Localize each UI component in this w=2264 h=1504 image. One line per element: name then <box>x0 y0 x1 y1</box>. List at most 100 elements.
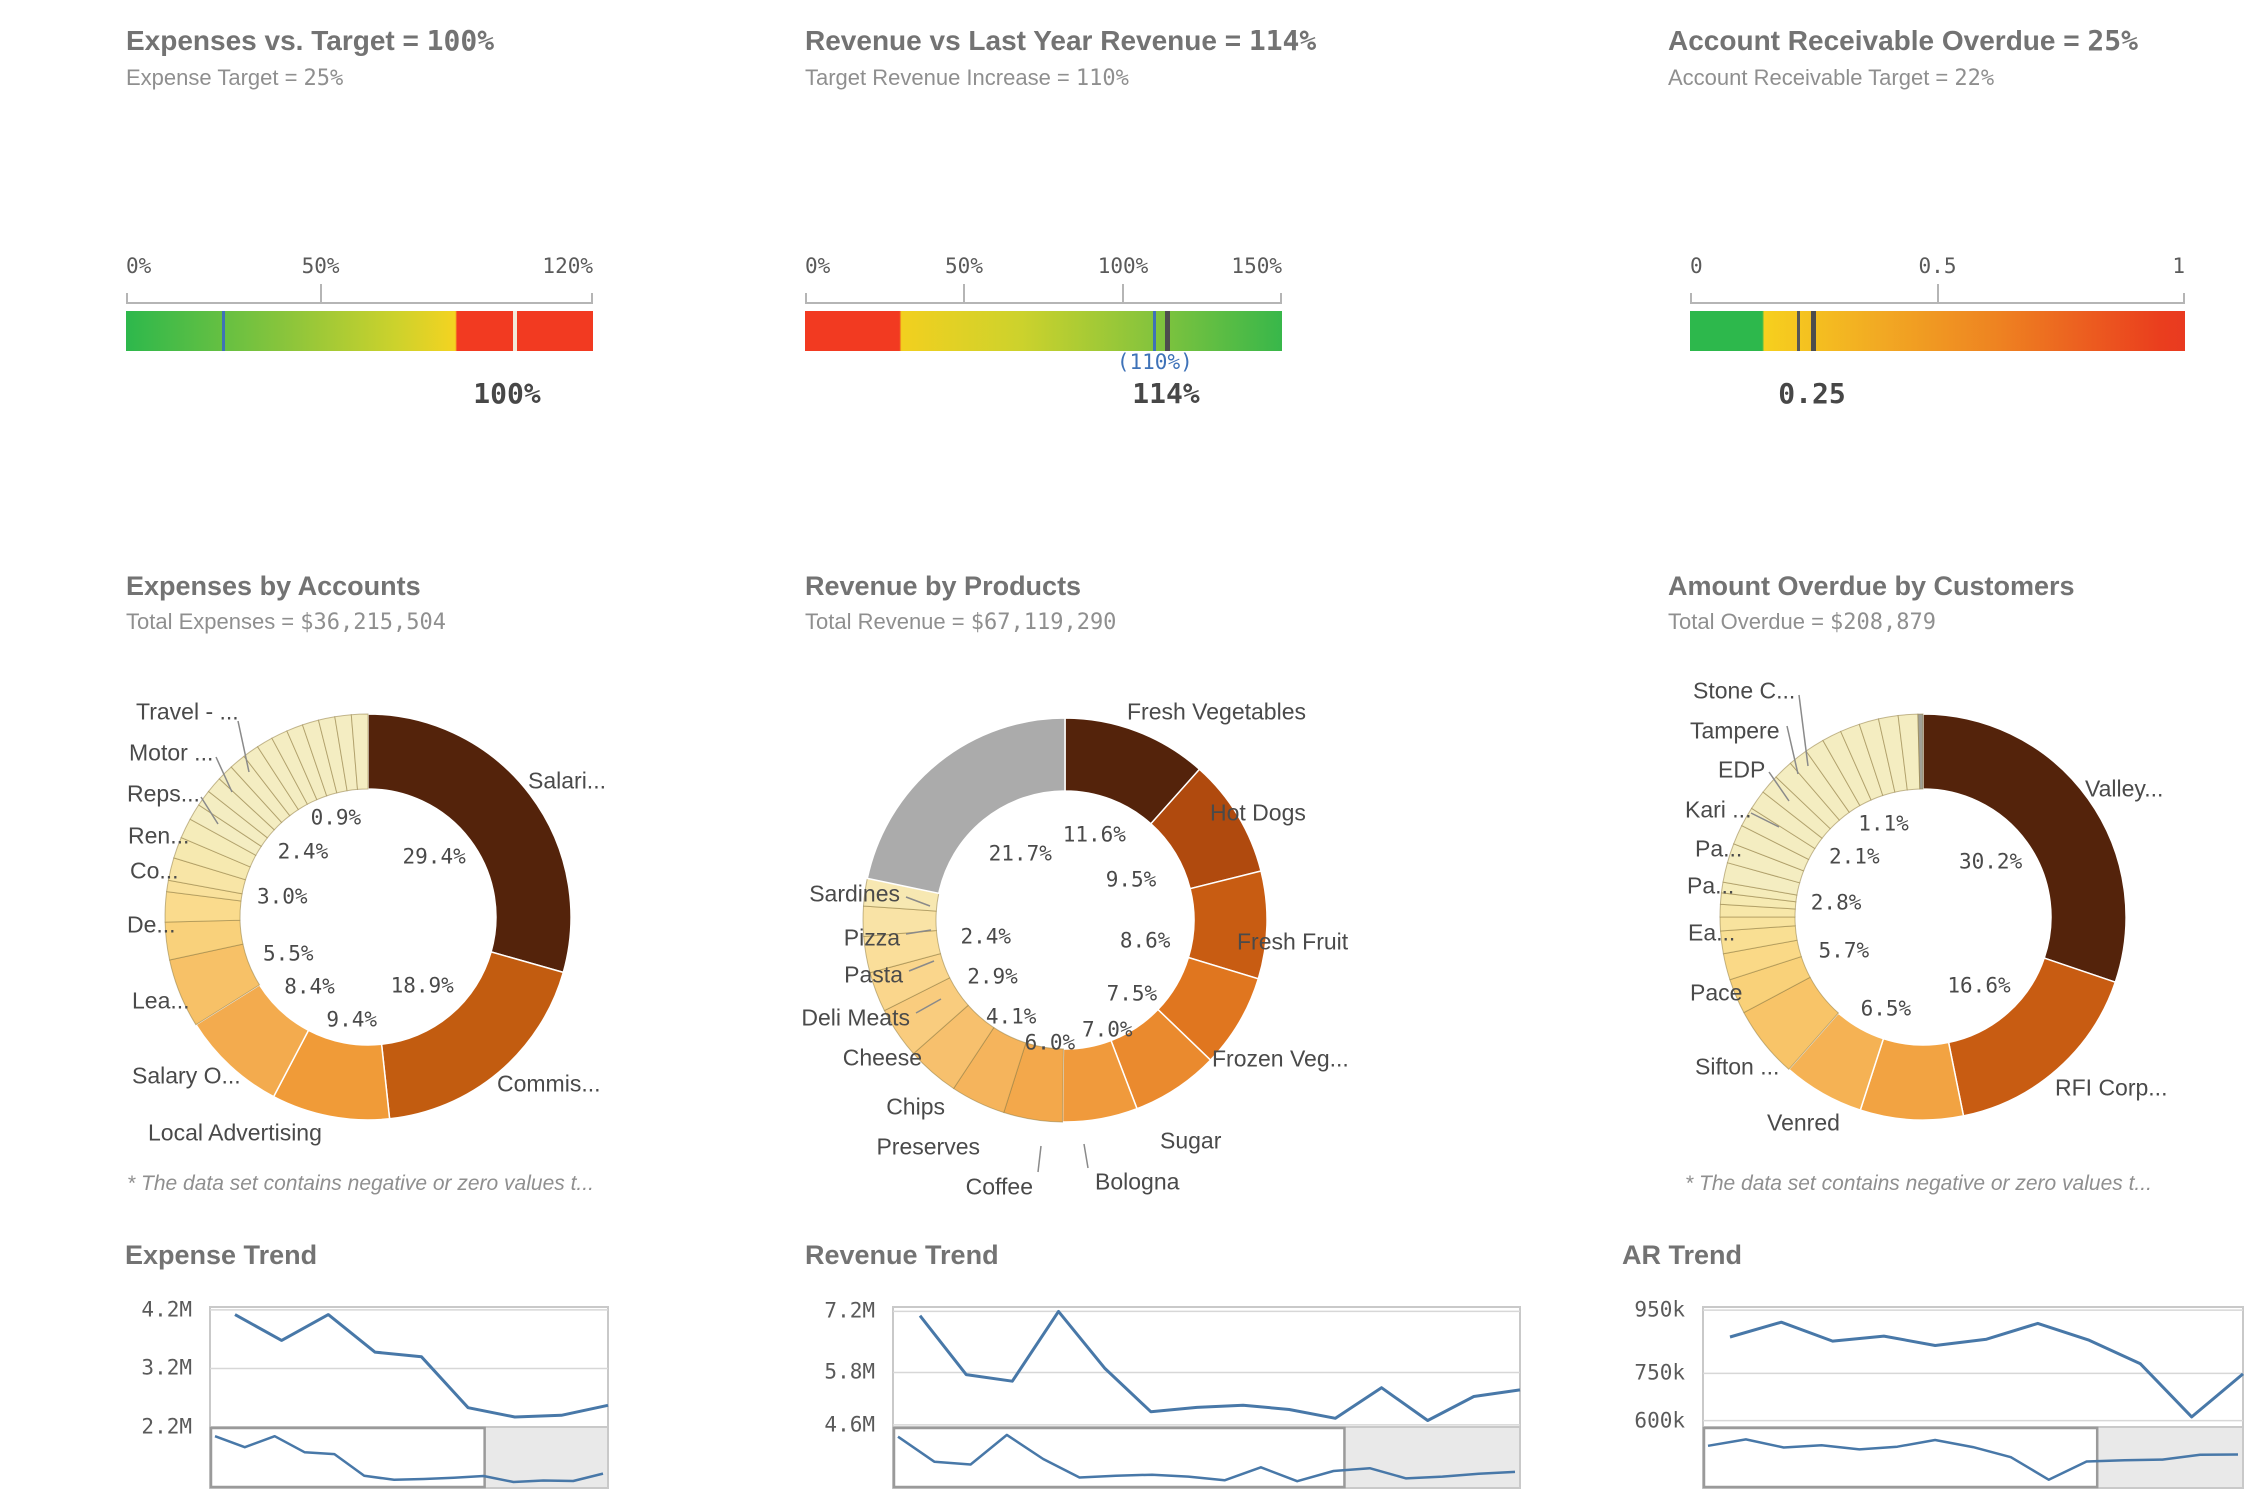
donut-percent-label: 3.0% <box>256 884 308 909</box>
donut-percent-label: 30.2% <box>1959 849 2023 874</box>
donut-segment-label: Valley... <box>2085 775 2164 802</box>
trend-ytick-label: 3.2M <box>141 1355 192 1380</box>
donut-segment-label: Pace <box>1690 979 1743 1006</box>
gauge-axis-tick <box>963 284 965 302</box>
donut-segment-label: Pa... <box>1695 835 1743 862</box>
donut-percent-label: 5.7% <box>1818 938 1870 963</box>
donut-percent-label: 7.5% <box>1106 981 1158 1006</box>
gauge-axis-label: 50% <box>945 254 983 278</box>
kpi-expenses-title: Expenses vs. Target = 100% <box>126 24 495 57</box>
gauge-value-marker <box>1811 311 1817 351</box>
gauge-axis-endcap <box>1280 293 1282 302</box>
donut-percent-label: 0.9% <box>310 805 362 830</box>
donut-segment[interactable] <box>866 717 1066 895</box>
donut-segment-label: Chips <box>886 1093 945 1120</box>
trend-navigator-selection[interactable] <box>892 1426 1346 1489</box>
donut-segment-label: RFI Corp... <box>2055 1074 2168 1101</box>
expenses-donut-title: Expenses by Accounts <box>126 571 421 601</box>
donut-label-leader <box>908 960 935 972</box>
donut-segment-label: Sifton ... <box>1695 1053 1780 1080</box>
gauge-axis-tick <box>319 284 322 302</box>
donut-percent-label: 8.6% <box>1119 928 1171 953</box>
gauge-bar[interactable] <box>1690 311 2185 351</box>
donut-percent-label: 6.5% <box>1860 996 1912 1021</box>
donut-segment[interactable] <box>350 713 369 790</box>
donut-label-leader <box>915 998 942 1014</box>
donut-percent-label: 1.1% <box>1858 811 1909 836</box>
donut-segment-label: Travel - ... <box>136 698 239 725</box>
donut-segment[interactable] <box>1922 713 2127 984</box>
donut-segment-label: Motor ... <box>129 739 214 766</box>
donut-percent-label: 4.1% <box>985 1004 1037 1029</box>
revenue-donut-title: Revenue by Products <box>805 571 1082 601</box>
donut-segment-label: Venred <box>1767 1109 1840 1136</box>
trend-ytick-label: 5.8M <box>824 1359 875 1384</box>
donut-label-leader <box>1750 812 1780 828</box>
trend-line <box>918 1309 1521 1422</box>
donut-segment-label: Pasta <box>844 961 903 988</box>
donut-percent-label: 9.5% <box>1105 867 1157 892</box>
donut-segment-label: Fresh Vegetables <box>1127 698 1307 725</box>
donut-label-leader <box>215 756 233 793</box>
trend-plot-border <box>1702 1306 2244 1428</box>
donut-percent-label: 18.9% <box>390 973 454 998</box>
donut-segment-label: Lea... <box>132 987 190 1014</box>
donut-label-leader <box>1786 725 1799 775</box>
trend-navigator-selection[interactable] <box>1702 1426 2099 1489</box>
donut-percent-label: 16.6% <box>1947 973 2011 998</box>
gauge-bar[interactable] <box>126 311 593 351</box>
ar-donut-title: Amount Overdue by Customers <box>1668 571 2075 601</box>
gauge-axis-label: 50% <box>301 254 340 278</box>
donut-label-leader <box>200 796 219 825</box>
donut-segment-label: EDP <box>1718 756 1766 783</box>
ar-trend-title: AR Trend <box>1622 1240 1743 1270</box>
donut-segment-label: Pizza <box>843 924 900 951</box>
donut-segment-label: Fresh Fruit <box>1237 928 1349 955</box>
donut-segment[interactable] <box>367 713 572 974</box>
trend-ytick-label: 600k <box>1634 1408 1685 1433</box>
donut-percent-label: 5.5% <box>262 941 314 966</box>
donut-segment-label: Stone C... <box>1693 677 1796 704</box>
gauge-target-marker <box>1153 311 1157 351</box>
trend-ytick-label: 4.2M <box>141 1297 192 1322</box>
kpi-revenue-header: Revenue vs Last Year Revenue = 114% Targ… <box>805 24 1316 93</box>
trend-navigator-line <box>214 1434 604 1484</box>
expenses-donut-header: Expenses by Accounts Total Expenses = $3… <box>126 570 446 637</box>
donut-segment-label: Sardines <box>809 880 900 907</box>
trend-line <box>1729 1320 2244 1419</box>
ar-donut-subtitle: Total Overdue = $208,879 <box>1668 609 1937 635</box>
donut-label-leader <box>1037 1145 1042 1173</box>
donut-segment-label: Tampere <box>1690 717 1780 744</box>
revenue-trend-title: Revenue Trend <box>805 1240 999 1270</box>
trend-ytick-label: 4.6M <box>824 1412 875 1437</box>
donut-segment-label: Salary O... <box>132 1062 241 1089</box>
donut-segment-label: Ea... <box>1688 919 1736 946</box>
gauge-axis-label: 150% <box>1231 254 1282 278</box>
gauge-value-label: 0.25 <box>1778 377 1846 410</box>
ar-donut-footnote: * The data set contains negative or zero… <box>1685 1172 2152 1195</box>
gauge-axis-endcap <box>2183 293 2185 302</box>
trend-plot-border <box>892 1306 1521 1428</box>
revenue-donut-subtitle: Total Revenue = $67,119,290 <box>805 609 1117 635</box>
donut-segment[interactable] <box>1917 713 1924 790</box>
gauge-axis-label: 0% <box>126 254 152 278</box>
gauge-axis-line <box>805 302 1282 304</box>
trend-navigator-selection[interactable] <box>209 1426 486 1489</box>
gauge-axis-tick <box>1936 284 1939 302</box>
trend-plot-border <box>209 1306 609 1428</box>
gauge-axis-label: 0.5 <box>1918 254 1957 278</box>
donut-label-leader <box>1798 694 1809 767</box>
gauge-axis-line <box>126 302 593 304</box>
gauge-axis-label: 1 <box>2172 254 2185 278</box>
donut-percent-label: 29.4% <box>402 844 466 869</box>
gauge-target-annotation: (110%) <box>1116 350 1193 374</box>
donut-percent-label: 2.8% <box>1810 890 1862 915</box>
donut-segment-label: Reps... <box>127 780 200 807</box>
donut-segment-label: Cheese <box>842 1044 922 1071</box>
gauge-target-marker <box>221 311 225 351</box>
gauge-bar[interactable] <box>805 311 1282 351</box>
donut-segment-label: Kari ... <box>1685 796 1752 823</box>
kpi-revenue-subtitle: Target Revenue Increase = 110% <box>805 65 1129 91</box>
